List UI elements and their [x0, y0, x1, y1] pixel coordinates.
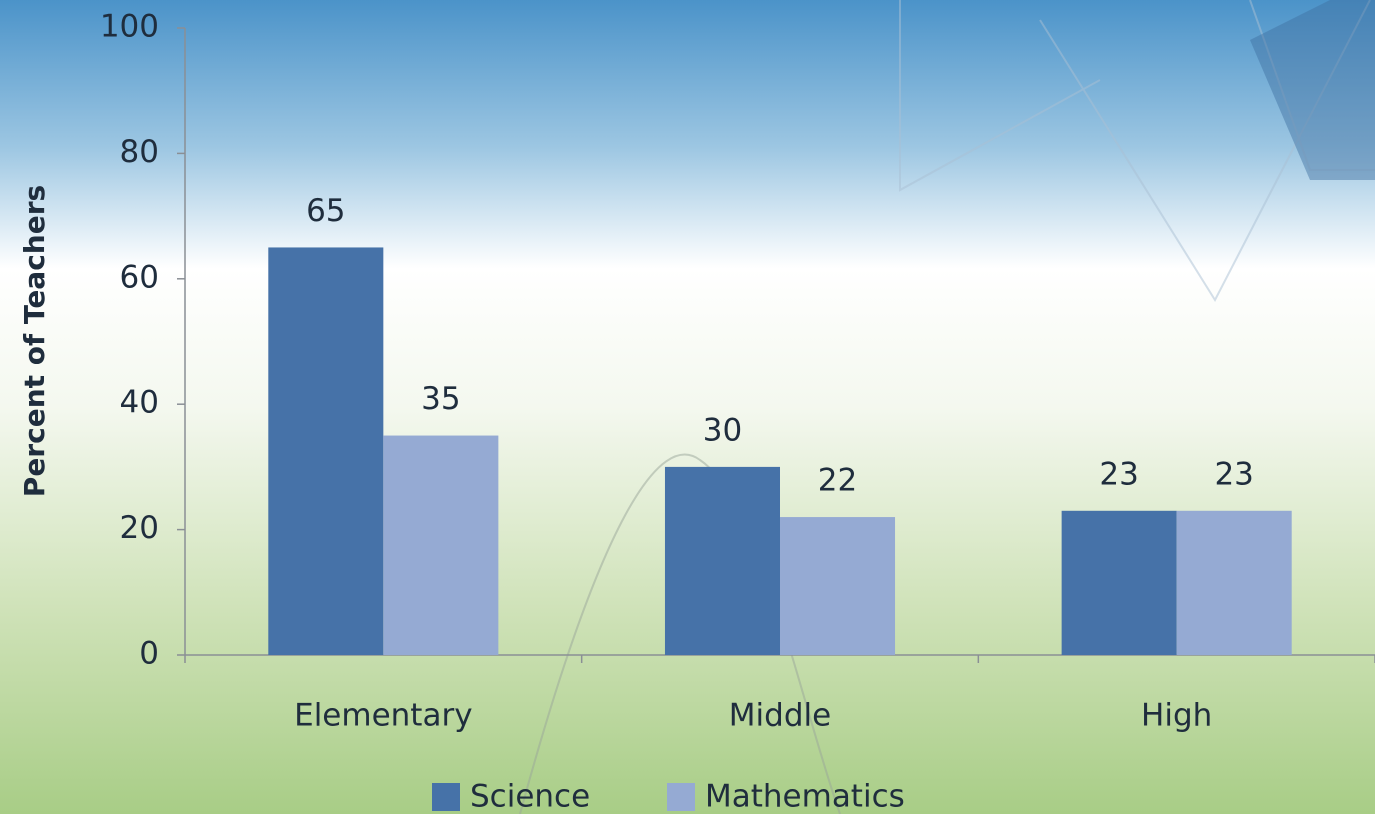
y-tick-label: 100 [100, 9, 159, 45]
decoration [1250, 0, 1375, 180]
data-label: 30 [703, 412, 742, 448]
bar [780, 517, 896, 655]
y-tick-label: 40 [120, 385, 159, 421]
y-axis-title: Percent of Teachers [18, 185, 51, 497]
x-tick-label: Middle [729, 698, 831, 734]
legend-swatch [667, 783, 695, 811]
decoration [899, 0, 1375, 303]
data-label: 65 [306, 193, 345, 229]
decoration [519, 453, 841, 814]
x-tick-label: High [1141, 698, 1212, 734]
y-tick-label: 60 [120, 259, 159, 295]
y-tick-label: 80 [120, 134, 159, 170]
bar [1061, 510, 1177, 655]
bar [1176, 510, 1292, 655]
data-label: 23 [1099, 456, 1138, 492]
data-label: 22 [818, 463, 857, 499]
data-label: 35 [421, 381, 460, 417]
x-tick-label: Elementary [294, 698, 472, 734]
legend-label: Mathematics [705, 779, 905, 814]
bar [664, 466, 780, 655]
bar [268, 247, 384, 655]
y-tick-label: 0 [139, 636, 159, 672]
y-tick-label: 20 [120, 510, 159, 546]
legend-swatch [432, 783, 460, 811]
legend-label: Science [470, 779, 590, 814]
bar [383, 435, 499, 655]
data-label: 23 [1214, 456, 1253, 492]
